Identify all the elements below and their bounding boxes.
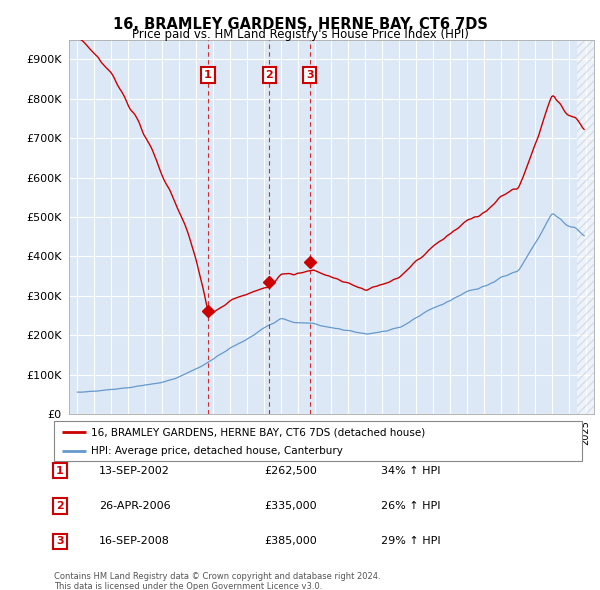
Text: 26-APR-2006: 26-APR-2006 xyxy=(99,501,170,511)
Text: £385,000: £385,000 xyxy=(264,536,317,546)
Text: Contains HM Land Registry data © Crown copyright and database right 2024.: Contains HM Land Registry data © Crown c… xyxy=(54,572,380,581)
Text: 1: 1 xyxy=(204,70,212,80)
Bar xyxy=(577,40,594,414)
Text: 16, BRAMLEY GARDENS, HERNE BAY, CT6 7DS (detached house): 16, BRAMLEY GARDENS, HERNE BAY, CT6 7DS … xyxy=(91,427,425,437)
Text: 29% ↑ HPI: 29% ↑ HPI xyxy=(381,536,440,546)
Text: 16, BRAMLEY GARDENS, HERNE BAY, CT6 7DS: 16, BRAMLEY GARDENS, HERNE BAY, CT6 7DS xyxy=(113,17,487,31)
Text: £262,500: £262,500 xyxy=(264,466,317,476)
Text: 3: 3 xyxy=(306,70,313,80)
Text: £335,000: £335,000 xyxy=(264,501,317,511)
Text: 2: 2 xyxy=(56,501,64,511)
Bar xyxy=(577,40,594,414)
Text: 16-SEP-2008: 16-SEP-2008 xyxy=(99,536,170,546)
Text: 13-SEP-2002: 13-SEP-2002 xyxy=(99,466,170,476)
Text: 3: 3 xyxy=(56,536,64,546)
FancyBboxPatch shape xyxy=(54,421,582,461)
Text: Price paid vs. HM Land Registry's House Price Index (HPI): Price paid vs. HM Land Registry's House … xyxy=(131,28,469,41)
Text: 2: 2 xyxy=(265,70,273,80)
Text: 1: 1 xyxy=(56,466,64,476)
Text: 34% ↑ HPI: 34% ↑ HPI xyxy=(381,466,440,476)
Text: HPI: Average price, detached house, Canterbury: HPI: Average price, detached house, Cant… xyxy=(91,445,343,455)
Text: 26% ↑ HPI: 26% ↑ HPI xyxy=(381,501,440,511)
Text: This data is licensed under the Open Government Licence v3.0.: This data is licensed under the Open Gov… xyxy=(54,582,322,590)
